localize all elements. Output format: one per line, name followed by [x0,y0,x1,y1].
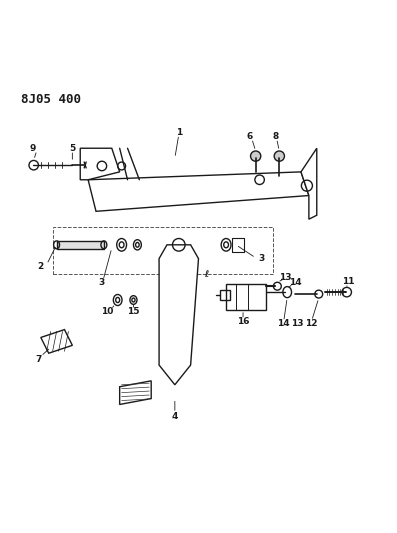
Text: 15: 15 [127,308,140,317]
Text: 8J05 400: 8J05 400 [21,93,81,106]
Text: 9: 9 [30,144,36,153]
Bar [53,227,274,274]
Bar [220,290,230,300]
Polygon shape [80,148,119,180]
Polygon shape [88,172,309,211]
Polygon shape [119,381,151,405]
Text: 14: 14 [289,278,301,287]
Text: 11: 11 [342,277,355,286]
Text: 6: 6 [247,132,253,141]
Text: 5: 5 [69,144,75,153]
Text: 14: 14 [278,319,290,328]
Text: 3: 3 [99,278,105,287]
Text: 12: 12 [305,319,318,328]
Text: 13: 13 [279,273,291,281]
Polygon shape [301,148,317,219]
Polygon shape [226,284,266,310]
Text: 3: 3 [258,254,265,263]
Text: 8: 8 [272,132,279,141]
Polygon shape [57,241,104,249]
Text: 2: 2 [38,262,44,271]
Text: 7: 7 [36,354,42,364]
Text: 1: 1 [175,128,182,137]
Circle shape [274,151,284,161]
Circle shape [251,151,261,161]
Text: 16: 16 [237,317,249,326]
Polygon shape [159,245,198,385]
Text: 13: 13 [291,319,303,328]
Text: 4: 4 [172,412,178,421]
Text: 10: 10 [101,308,113,317]
Text: ℓ: ℓ [204,270,208,279]
Polygon shape [41,329,72,353]
